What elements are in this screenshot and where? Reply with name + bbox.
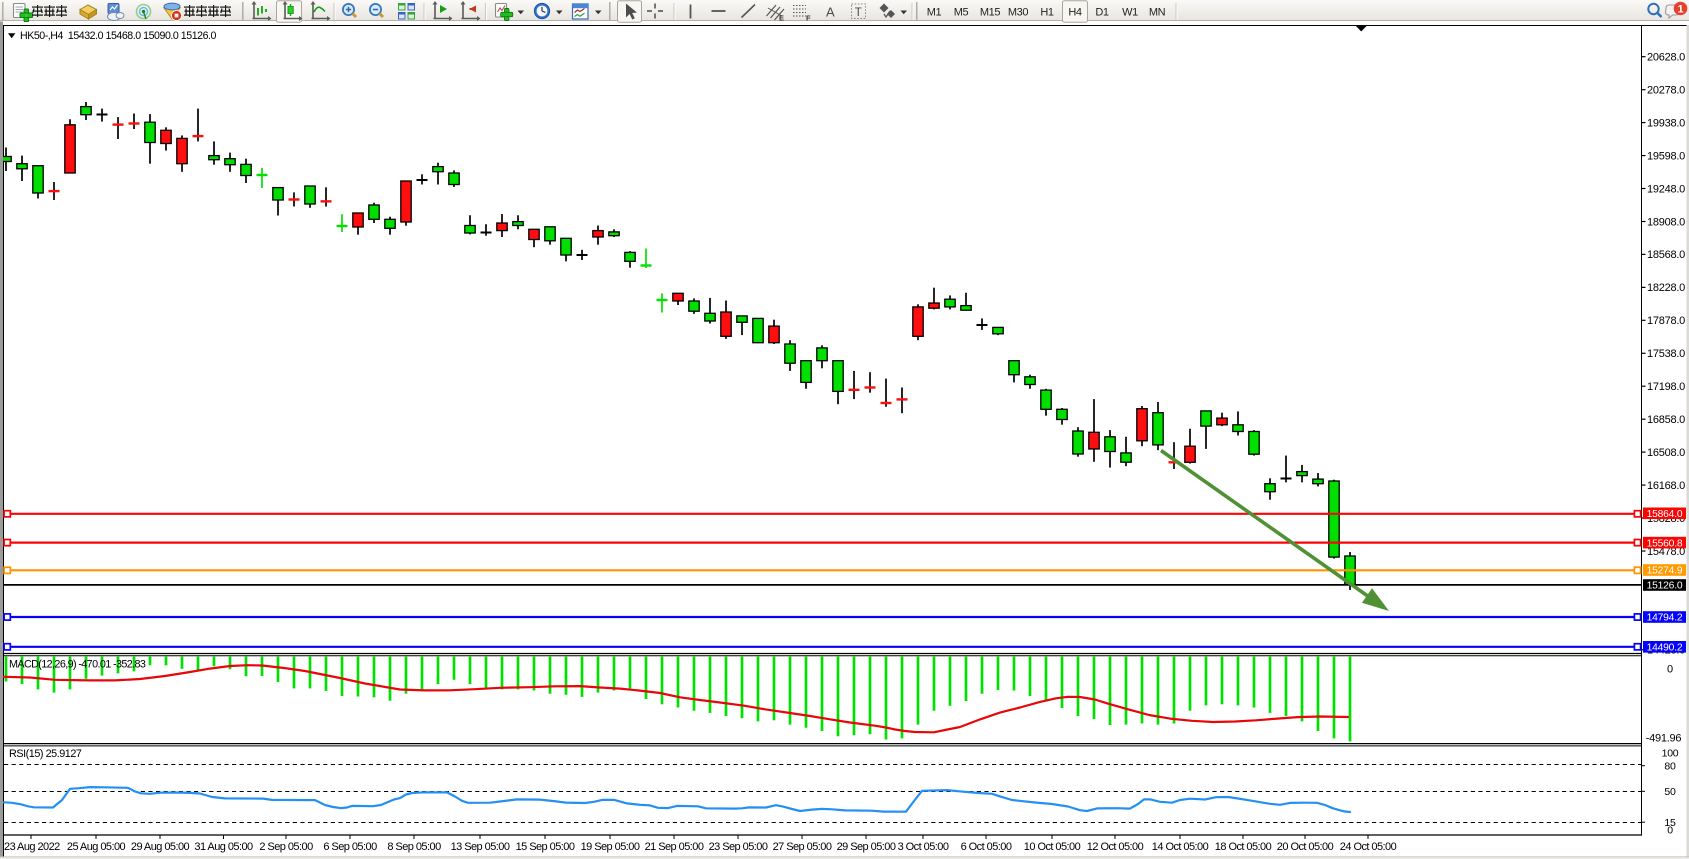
svg-text:18908.0: 18908.0 bbox=[1647, 216, 1685, 228]
svg-text:14 Oct 05:00: 14 Oct 05:00 bbox=[1152, 841, 1209, 853]
svg-text:D1: D1 bbox=[1095, 6, 1109, 18]
svg-text:T: T bbox=[855, 7, 862, 19]
svg-text:0: 0 bbox=[1667, 825, 1673, 837]
svg-text:6 Sep 05:00: 6 Sep 05:00 bbox=[323, 841, 377, 853]
svg-text:A: A bbox=[826, 5, 835, 20]
svg-text:2 Sep 05:00: 2 Sep 05:00 bbox=[259, 841, 313, 853]
svg-text:19938.0: 19938.0 bbox=[1647, 117, 1685, 129]
svg-text:-491.96: -491.96 bbox=[1646, 733, 1682, 745]
svg-text:F: F bbox=[806, 14, 811, 23]
svg-text:20 Oct 05:00: 20 Oct 05:00 bbox=[1277, 841, 1334, 853]
svg-text:25 Aug 05:00: 25 Aug 05:00 bbox=[67, 841, 126, 853]
svg-text:H4: H4 bbox=[1068, 6, 1082, 18]
svg-text:17878.0: 17878.0 bbox=[1647, 315, 1685, 327]
svg-text:1: 1 bbox=[1677, 4, 1683, 16]
svg-text:27 Sep 05:00: 27 Sep 05:00 bbox=[773, 841, 832, 853]
svg-text:RSI(15) 25.9127: RSI(15) 25.9127 bbox=[9, 748, 82, 760]
svg-text:H1: H1 bbox=[1040, 6, 1054, 18]
svg-text:19 Sep 05:00: 19 Sep 05:00 bbox=[581, 841, 640, 853]
svg-text:21 Sep 05:00: 21 Sep 05:00 bbox=[645, 841, 704, 853]
svg-text:M5: M5 bbox=[954, 6, 969, 18]
svg-text:29 Aug 05:00: 29 Aug 05:00 bbox=[131, 841, 190, 853]
svg-text:19248.0: 19248.0 bbox=[1647, 183, 1685, 195]
svg-text:18568.0: 18568.0 bbox=[1647, 249, 1685, 261]
svg-text:15 Sep 05:00: 15 Sep 05:00 bbox=[516, 841, 575, 853]
svg-text:15864.0: 15864.0 bbox=[1647, 509, 1683, 520]
svg-text:16858.0: 16858.0 bbox=[1647, 414, 1685, 426]
svg-text:15478.0: 15478.0 bbox=[1647, 546, 1685, 558]
svg-text:19598.0: 19598.0 bbox=[1647, 150, 1685, 162]
svg-text:15274.9: 15274.9 bbox=[1647, 566, 1683, 577]
svg-text:M30: M30 bbox=[1008, 6, 1028, 18]
svg-text:20278.0: 20278.0 bbox=[1647, 85, 1685, 97]
svg-text:17538.0: 17538.0 bbox=[1647, 348, 1685, 360]
svg-text:10 Oct 05:00: 10 Oct 05:00 bbox=[1024, 841, 1081, 853]
svg-text:12 Oct 05:00: 12 Oct 05:00 bbox=[1087, 841, 1144, 853]
svg-text:18 Oct 05:00: 18 Oct 05:00 bbox=[1215, 841, 1272, 853]
svg-text:16508.0: 16508.0 bbox=[1647, 447, 1685, 459]
svg-text:16168.0: 16168.0 bbox=[1647, 480, 1685, 492]
svg-text:M15: M15 bbox=[980, 6, 1000, 18]
svg-text:24 Oct 05:00: 24 Oct 05:00 bbox=[1340, 841, 1397, 853]
svg-text:MN: MN bbox=[1149, 6, 1166, 18]
svg-text:14490.2: 14490.2 bbox=[1647, 643, 1683, 654]
svg-text:31 Aug 05:00: 31 Aug 05:00 bbox=[194, 841, 253, 853]
svg-text:20628.0: 20628.0 bbox=[1647, 52, 1685, 64]
svg-text:M1: M1 bbox=[927, 6, 942, 18]
svg-text:14794.2: 14794.2 bbox=[1647, 613, 1683, 624]
svg-text:50: 50 bbox=[1664, 786, 1676, 798]
svg-text:MACD(12,26,9) -470.01 -352.83: MACD(12,26,9) -470.01 -352.83 bbox=[9, 659, 146, 671]
svg-text:HK50-,H4 15432.0 15468.0 1509: HK50-,H4 15432.0 15468.0 15090.0 15126.0 bbox=[20, 30, 217, 42]
svg-text:23 Sep 05:00: 23 Sep 05:00 bbox=[709, 841, 768, 853]
svg-text:3 Oct 05:00: 3 Oct 05:00 bbox=[898, 841, 949, 853]
svg-text:15: 15 bbox=[1664, 817, 1676, 829]
svg-text:E: E bbox=[779, 14, 784, 23]
svg-text:15560.8: 15560.8 bbox=[1647, 538, 1683, 549]
svg-text:0: 0 bbox=[1667, 664, 1673, 676]
svg-text:15126.0: 15126.0 bbox=[1647, 581, 1683, 592]
svg-text:29 Sep 05:00: 29 Sep 05:00 bbox=[837, 841, 896, 853]
svg-text:8 Sep 05:00: 8 Sep 05:00 bbox=[387, 841, 441, 853]
svg-text:17198.0: 17198.0 bbox=[1647, 381, 1685, 393]
svg-text:W1: W1 bbox=[1122, 6, 1138, 18]
svg-text:100: 100 bbox=[1662, 748, 1679, 760]
svg-text:18228.0: 18228.0 bbox=[1647, 282, 1685, 294]
svg-text:6 Oct 05:00: 6 Oct 05:00 bbox=[961, 841, 1012, 853]
svg-text:23 Aug 2022: 23 Aug 2022 bbox=[4, 841, 60, 853]
svg-text:80: 80 bbox=[1664, 760, 1676, 772]
svg-text:13 Sep 05:00: 13 Sep 05:00 bbox=[451, 841, 510, 853]
